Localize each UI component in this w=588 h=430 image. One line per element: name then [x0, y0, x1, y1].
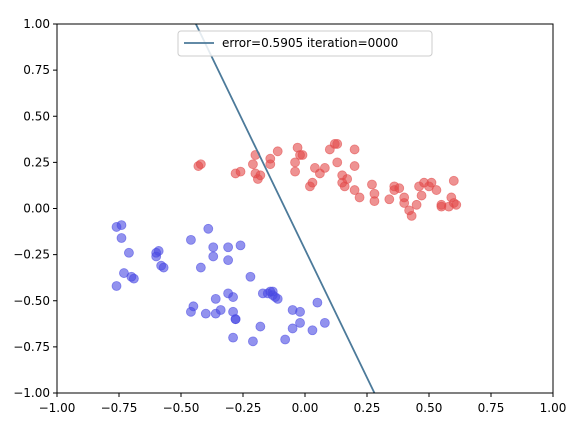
- x-tick-label-7: 0.75: [478, 401, 505, 415]
- blue-point-24: [223, 242, 234, 253]
- y-tick-label-8: 1.00: [23, 17, 50, 31]
- boundary-line: [195, 24, 376, 393]
- x-tick-label-0: −1.00: [39, 401, 76, 415]
- blue-point-17: [200, 308, 211, 319]
- red-point-50: [426, 177, 437, 188]
- x-tick-label-5: 0.25: [354, 401, 381, 415]
- red-point-1: [195, 159, 206, 170]
- x-tick-label-4: 0.00: [292, 401, 319, 415]
- red-point-33: [354, 192, 365, 203]
- red-point-40: [394, 183, 405, 194]
- blue-point-47: [295, 306, 305, 317]
- blue-point-3: [111, 281, 122, 291]
- blue-point-30: [230, 314, 241, 325]
- red-point-18: [307, 177, 318, 188]
- red-point-24: [332, 139, 343, 149]
- y-tick-label-5: 0.25: [23, 155, 50, 169]
- red-point-31: [349, 161, 360, 171]
- red-point-29: [342, 174, 353, 184]
- blue-point-48: [307, 325, 318, 336]
- blue-point-42: [272, 293, 283, 304]
- red-point-44: [406, 210, 417, 221]
- blue-point-31: [228, 332, 238, 343]
- x-tick-label-6: 0.50: [416, 401, 443, 415]
- red-point-47: [416, 190, 427, 201]
- x-tick-label-3: −0.25: [225, 401, 262, 415]
- blue-point-13: [186, 234, 196, 245]
- red-point-30: [349, 144, 360, 155]
- blue-point-43: [280, 334, 291, 345]
- y-tick-label-4: 0.00: [23, 202, 50, 216]
- blue-point-10: [153, 246, 164, 256]
- red-point-45: [411, 199, 422, 210]
- red-point-10: [265, 159, 276, 170]
- boundary-line-layer: [195, 24, 376, 393]
- blue-point-45: [287, 323, 298, 334]
- blue-point-2: [116, 233, 127, 243]
- red-point-21: [319, 163, 330, 173]
- red-point-51: [431, 185, 442, 195]
- y-tick-label-0: −1.00: [13, 386, 50, 400]
- blue-point-50: [319, 317, 330, 328]
- blue-point-18: [203, 223, 214, 234]
- blue-point-20: [208, 251, 219, 262]
- blue-point-15: [188, 301, 199, 312]
- blue-point-35: [255, 321, 266, 332]
- blue-point-16: [195, 262, 206, 273]
- red-point-36: [369, 188, 380, 199]
- red-point-8: [255, 170, 266, 181]
- blue-point-33: [245, 271, 256, 282]
- y-axis: −1.00 −0.75 −0.50 −0.25 0.00 0.25 0.50 0.75 1.00: [13, 17, 57, 400]
- red-point-4: [248, 159, 258, 170]
- red-point-16: [297, 150, 308, 160]
- blue-point-27: [228, 292, 238, 302]
- blue-point-12: [158, 262, 169, 273]
- x-axis: −1.00 −0.75 −0.50 −0.25 0.00 0.25 0.50 0.75 1.00: [39, 393, 567, 415]
- blue-point-7: [128, 273, 139, 284]
- blue-point-46: [295, 317, 305, 328]
- red-point-34: [367, 179, 377, 190]
- red-point-3: [235, 166, 246, 177]
- blue-point-25: [223, 255, 234, 266]
- blue-point-1: [116, 220, 127, 231]
- red-point-58: [451, 199, 462, 210]
- legend-label: error=0.5905 iteration=0000: [222, 36, 398, 50]
- blue-point-5: [124, 247, 134, 258]
- x-tick-label-8: 1.00: [540, 401, 567, 415]
- y-tick-label-3: −0.25: [13, 248, 50, 262]
- y-tick-label-1: −0.75: [13, 340, 50, 354]
- blue-point-49: [312, 297, 323, 308]
- red-point-42: [399, 198, 410, 208]
- blue-point-19: [208, 242, 219, 253]
- red-point-13: [290, 166, 300, 177]
- points-layer: [111, 139, 462, 347]
- blue-point-21: [210, 293, 221, 304]
- red-point-32: [349, 185, 360, 195]
- blue-point-32: [235, 240, 246, 251]
- red-point-37: [384, 194, 395, 205]
- x-tick-label-1: −0.75: [101, 401, 138, 415]
- red-point-25: [332, 157, 343, 168]
- y-tick-label-6: 0.50: [23, 109, 50, 123]
- y-tick-label-2: −0.50: [13, 294, 50, 308]
- legend: error=0.5905 iteration=0000: [177, 30, 433, 57]
- red-point-57: [448, 175, 459, 186]
- plot-area: [57, 24, 553, 393]
- x-tick-label-2: −0.50: [163, 401, 200, 415]
- blue-point-34: [248, 336, 258, 347]
- y-tick-label-7: 0.75: [23, 63, 50, 77]
- legend-box: [177, 30, 433, 57]
- blue-point-23: [215, 305, 226, 315]
- red-point-11: [272, 146, 283, 157]
